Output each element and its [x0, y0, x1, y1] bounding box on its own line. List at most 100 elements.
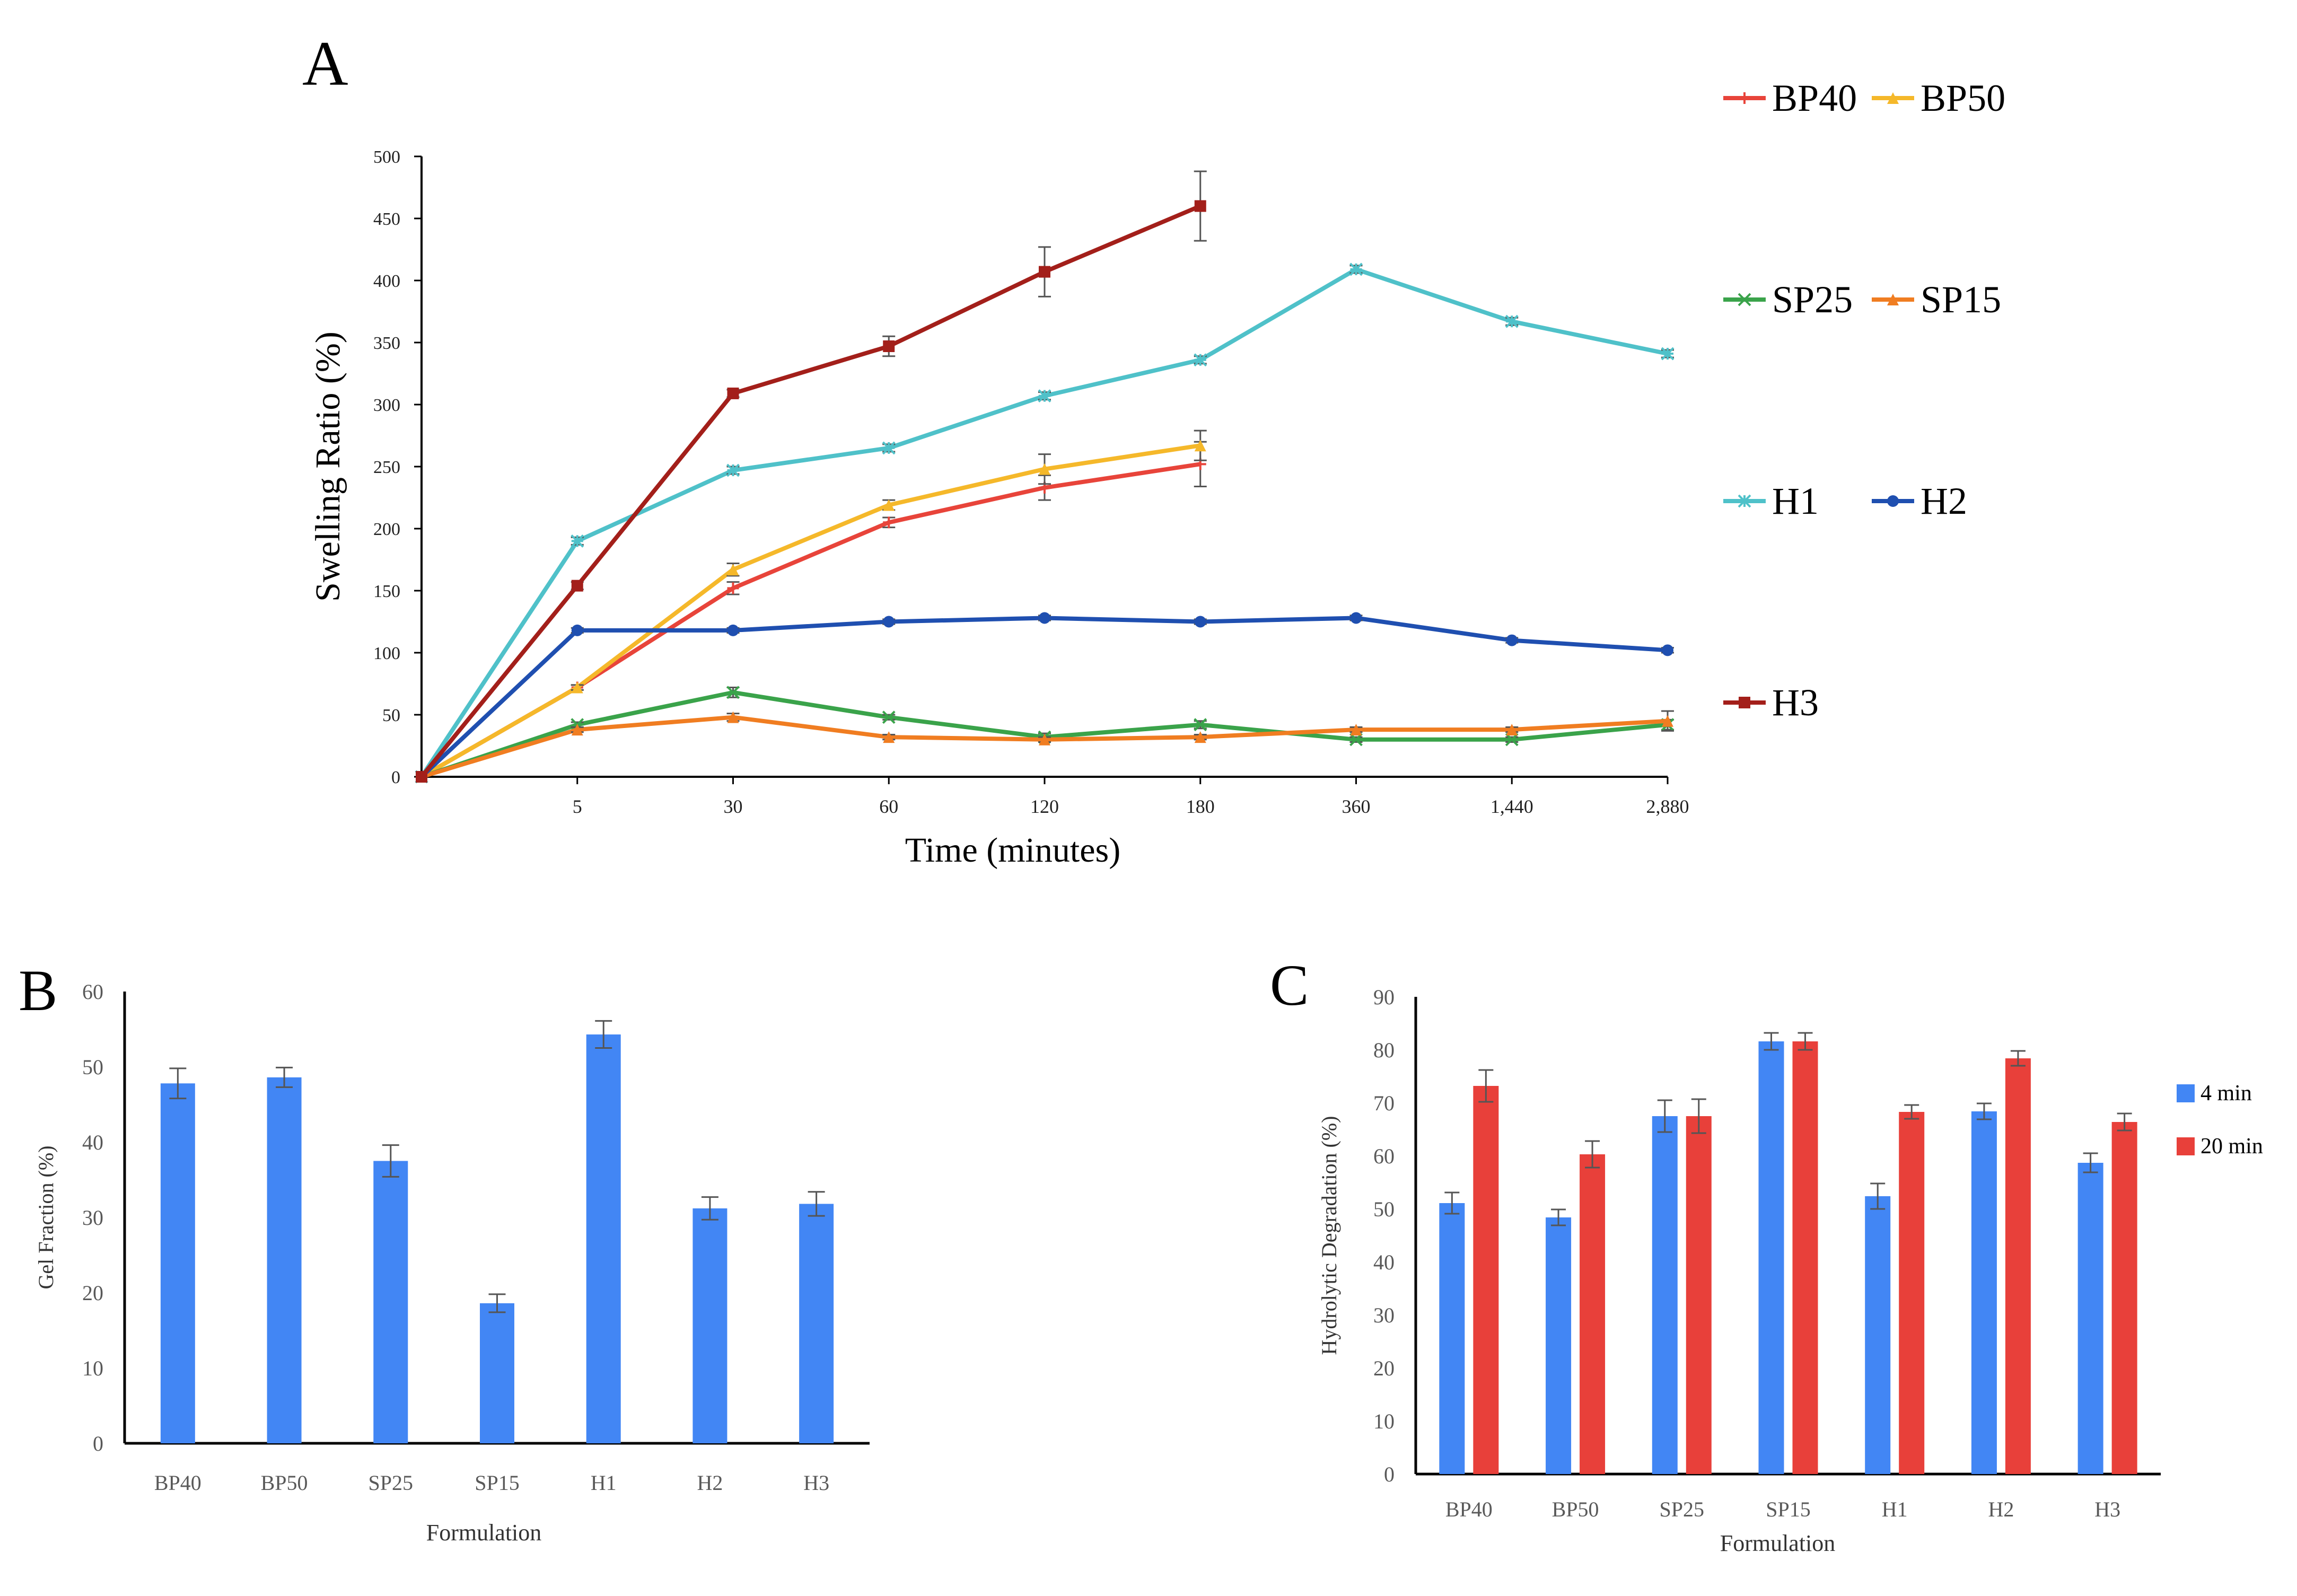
data-point — [726, 463, 740, 477]
x-tick-label: BP40 — [154, 1471, 201, 1495]
panel-label-b: B — [19, 958, 57, 1023]
legend-entry-4min: 4 min — [2177, 1081, 2252, 1106]
data-point — [1039, 733, 1050, 746]
legend-label: 20 min — [2200, 1134, 2263, 1159]
legend-marker — [1738, 293, 1751, 306]
series-line — [419, 204, 1202, 778]
legend-marker — [1887, 92, 1899, 104]
panel-label-a: A — [302, 28, 348, 99]
bar-sp15 — [480, 1303, 514, 1443]
y-tick-label: 450 — [373, 209, 400, 229]
error-bar — [701, 1196, 718, 1221]
data-point — [571, 580, 583, 592]
x-tick-label: SP25 — [369, 1471, 414, 1495]
data-point — [882, 711, 896, 724]
x-tick-label: 180 — [1186, 796, 1215, 817]
x-tick-label: SP25 — [1660, 1497, 1705, 1521]
data-point — [1039, 463, 1050, 475]
legend-marker — [1739, 92, 1750, 104]
legend-label: H1 — [1772, 480, 1819, 522]
x-tick-label: 2,880 — [1646, 796, 1689, 817]
y-tick-label: 30 — [82, 1206, 103, 1230]
error-bar — [595, 1020, 612, 1049]
legend-entry-h1: H1 — [1723, 480, 1819, 522]
legend-label: SP15 — [1921, 278, 2001, 321]
data-point — [726, 686, 740, 699]
error-bar — [1798, 1032, 1813, 1051]
x-tick-label: H2 — [697, 1471, 723, 1495]
data-point — [1661, 347, 1674, 361]
bar-h1 — [586, 1034, 621, 1443]
data-point — [1662, 715, 1673, 727]
error-bar — [1904, 1104, 1919, 1120]
x-tick-label: 1,440 — [1491, 796, 1533, 817]
bar-bp40-20min — [1473, 1086, 1499, 1474]
data-point — [571, 534, 584, 548]
y-axis-title: Hydrolytic Degradation (%) — [1317, 1116, 1341, 1355]
legend-label: BP40 — [1772, 77, 1857, 119]
y-tick-label: 10 — [82, 1356, 103, 1380]
error-bar — [2010, 1050, 2026, 1067]
series-h1 — [415, 262, 1674, 784]
series-h2 — [416, 612, 1674, 783]
x-tick-label: BP50 — [261, 1471, 308, 1495]
y-tick-label: 60 — [1373, 1144, 1395, 1168]
y-tick-label: 30 — [1373, 1303, 1395, 1327]
data-point — [1194, 440, 1206, 452]
error-bar — [1870, 1182, 1886, 1210]
legend-entry-h2: H2 — [1872, 480, 1967, 522]
data-point — [727, 564, 739, 576]
x-tick-label: 60 — [879, 796, 898, 817]
data-point — [1350, 612, 1362, 624]
bar-h3-20min — [2111, 1122, 2137, 1474]
error-bar — [2117, 1112, 2132, 1132]
y-tick-label: 0 — [391, 768, 400, 787]
bar-sp25 — [373, 1161, 408, 1443]
data-point — [1506, 724, 1518, 736]
data-point — [883, 499, 895, 511]
legend-marker — [1887, 294, 1899, 305]
series-line — [420, 616, 1668, 778]
bar-bp40-4min — [1439, 1203, 1465, 1474]
data-point — [571, 724, 583, 736]
data-point — [571, 624, 583, 636]
x-tick-label: H3 — [2094, 1497, 2120, 1521]
bar-bp40 — [160, 1083, 195, 1443]
error-bar — [1657, 1099, 1672, 1133]
data-point — [883, 731, 895, 743]
gel-fraction-bar-chart: 0 10 20 30 40 50 60 BP40 BP50 SP25 SP15 H1 H2 H3 Formu… — [34, 980, 870, 1546]
x-axis-title: Formulation — [1720, 1530, 1836, 1556]
bar-bp50-20min — [1580, 1154, 1606, 1474]
bar-h2 — [692, 1208, 727, 1443]
y-tick-label: 500 — [373, 147, 400, 167]
bar-h3 — [799, 1204, 834, 1443]
legend-label: BP50 — [1921, 77, 2005, 119]
error-bar — [1691, 1098, 1706, 1134]
bar-sp25-4min — [1652, 1116, 1678, 1474]
error-bar — [1764, 1032, 1779, 1051]
y-tick-label: 10 — [1373, 1409, 1395, 1433]
bar-h2-20min — [2005, 1058, 2031, 1474]
error-bar — [1976, 1102, 1992, 1120]
y-tick-label: 350 — [373, 334, 400, 353]
bar-h1-4min — [1865, 1196, 1891, 1474]
y-tick-label: 40 — [1373, 1250, 1395, 1274]
data-point — [1505, 733, 1519, 747]
error-bar — [169, 1067, 187, 1100]
series-line — [419, 267, 1668, 778]
data-point — [1194, 200, 1206, 212]
data-point — [571, 681, 583, 694]
data-point — [727, 624, 739, 636]
x-tick-label: H2 — [1988, 1497, 2014, 1521]
error-bar — [276, 1066, 293, 1088]
y-tick-label: 20 — [1373, 1356, 1395, 1380]
legend-entry-sp25: SP25 — [1723, 278, 1853, 321]
hydrolytic-degradation-bar-chart: 0 10 20 30 40 50 60 70 80 90 BP40 BP50 SP25 SP15 H1 H2 H… — [1317, 985, 2263, 1556]
data-point — [882, 441, 896, 455]
data-point — [1350, 724, 1362, 736]
error-bar — [1551, 1208, 1566, 1226]
y-tick-label: 70 — [1373, 1091, 1395, 1115]
y-tick-label: 50 — [382, 706, 400, 725]
